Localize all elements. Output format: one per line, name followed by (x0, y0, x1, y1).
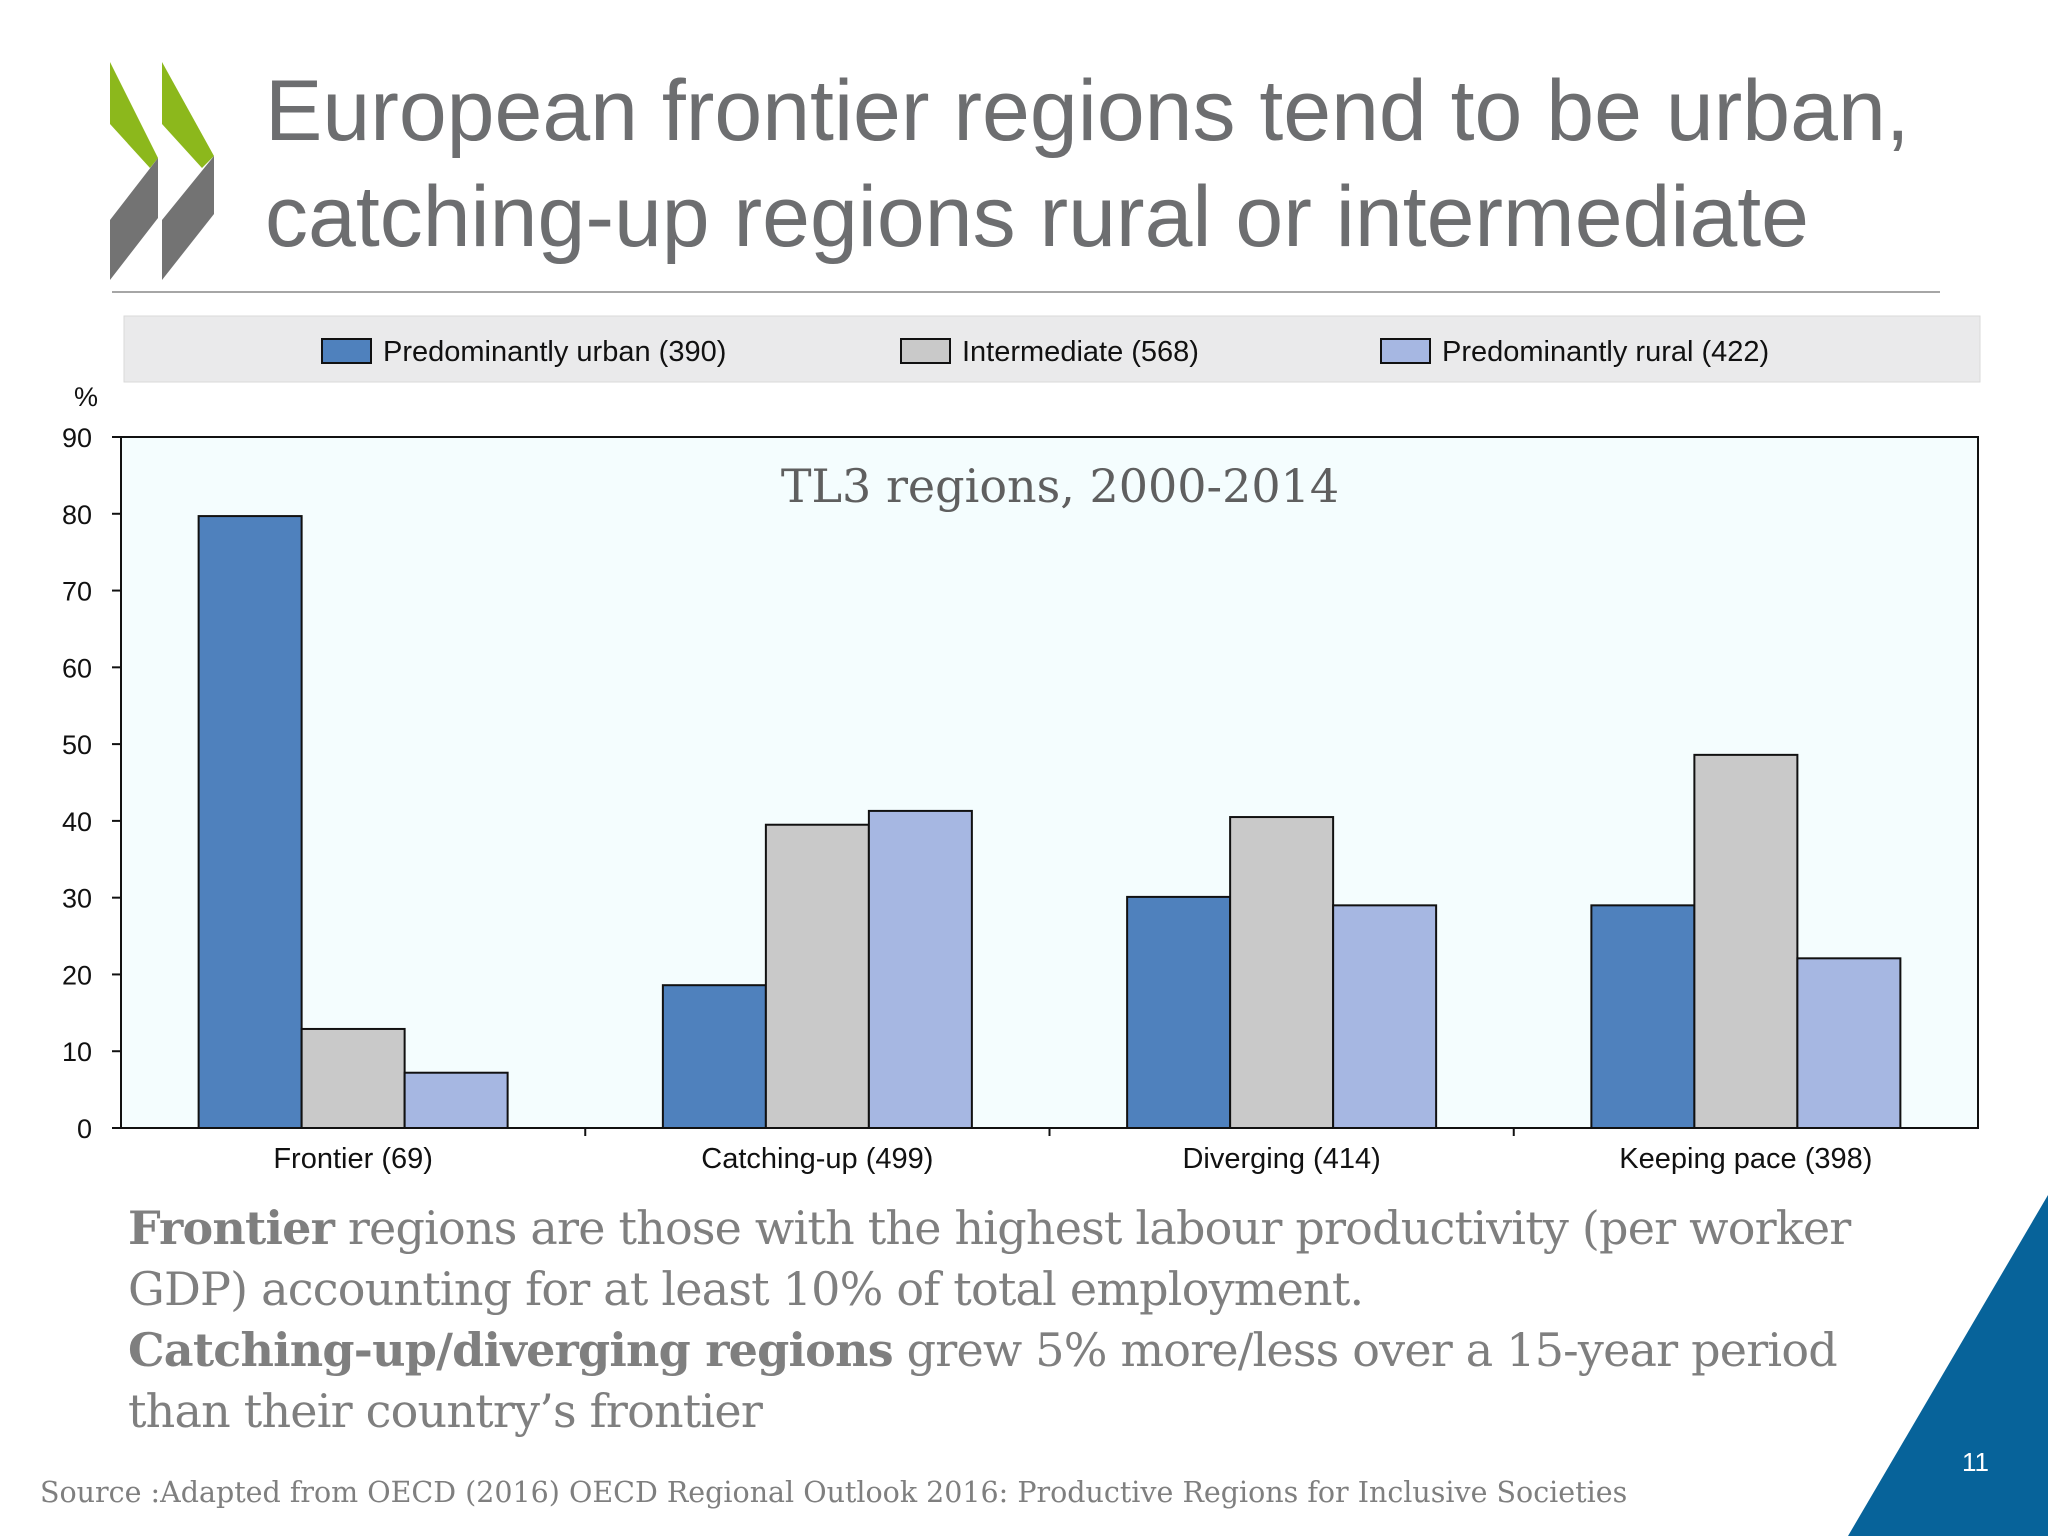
caption-term-catching-up: Catching-up/diverging regions (128, 1323, 894, 1377)
y-tick-label-0: 0 (77, 1114, 92, 1144)
caption-line-4: than their country’s frontier (128, 1384, 763, 1438)
x-tick-label-4: Keeping pace (398) (1619, 1143, 1872, 1175)
bar-3-series-3 (1332, 904, 1438, 1129)
y-tick-label-10: 10 (62, 1037, 92, 1067)
bar-4-series-2 (1693, 753, 1799, 1129)
bar-4-series-1 (1590, 904, 1696, 1129)
x-tick-label-2: Catching-up (499) (701, 1143, 933, 1175)
y-tick-label-60: 60 (62, 653, 92, 683)
x-tick-label-1: Frontier (69) (273, 1143, 433, 1175)
caption-line-1: Frontier regions are those with the high… (128, 1198, 1928, 1259)
bar-3-series-2 (1229, 816, 1335, 1129)
caption-line-3: Catching-up/diverging regions grew 5% mo… (128, 1320, 1928, 1381)
legend-label-1: Predominantly urban (390) (383, 336, 726, 368)
legend-label-2: Intermediate (568) (962, 336, 1199, 368)
legend-box (123, 315, 1981, 383)
y-axis-label: % (74, 382, 98, 412)
y-tick-label-50: 50 (62, 730, 92, 760)
caption-text-3: grew 5% more/less over a 15-year period (892, 1323, 1838, 1377)
caption-text-1: regions are those with the highest labou… (334, 1201, 1851, 1255)
legend-swatch-2 (900, 338, 951, 364)
oecd-chevrons-icon (110, 62, 214, 280)
slide-title-line-2: catching-up regions rural or intermediat… (265, 169, 1810, 265)
bar-2-series-1 (661, 984, 767, 1130)
bar-1-series-3 (403, 1071, 509, 1129)
bar-2-series-3 (867, 809, 973, 1129)
caption-line-2: GDP) accounting for at least 10% of tota… (128, 1262, 1364, 1316)
y-tick-label-40: 40 (62, 807, 92, 837)
y-tick-label-80: 80 (62, 500, 92, 530)
legend-label-3: Predominantly rural (422) (1442, 336, 1769, 368)
y-tick-label-20: 20 (62, 960, 92, 990)
y-tick-label-70: 70 (62, 577, 92, 607)
caption-term-frontier: Frontier (128, 1201, 335, 1255)
bar-3-series-1 (1126, 895, 1232, 1129)
page-number: 11 (1962, 1447, 1989, 1477)
bar-2-series-2 (764, 823, 870, 1129)
x-tick-label-3: Diverging (414) (1182, 1143, 1380, 1175)
bar-1-series-2 (300, 1027, 406, 1129)
legend-swatch-1 (321, 338, 372, 364)
y-tick-label-90: 90 (62, 423, 92, 453)
chart-subtitle: TL3 regions, 2000-2014 (781, 459, 1339, 513)
caption: Frontier regions are those with the high… (128, 1198, 1928, 1442)
slide-title-line-1: European frontier regions tend to be urb… (265, 63, 1910, 159)
bar-4-series-3 (1796, 957, 1902, 1129)
bar-chart: Predominantly urban (390) Intermediate (5… (62, 315, 1981, 1175)
y-tick-label-30: 30 (62, 884, 92, 914)
slide-title: European frontier regions tend to be urb… (265, 58, 2025, 270)
title-divider (112, 291, 1940, 293)
source-note: Source :Adapted from OECD (2016) OECD Re… (40, 1476, 1628, 1509)
bar-1-series-1 (197, 515, 303, 1129)
legend-swatch-3 (1380, 338, 1431, 364)
